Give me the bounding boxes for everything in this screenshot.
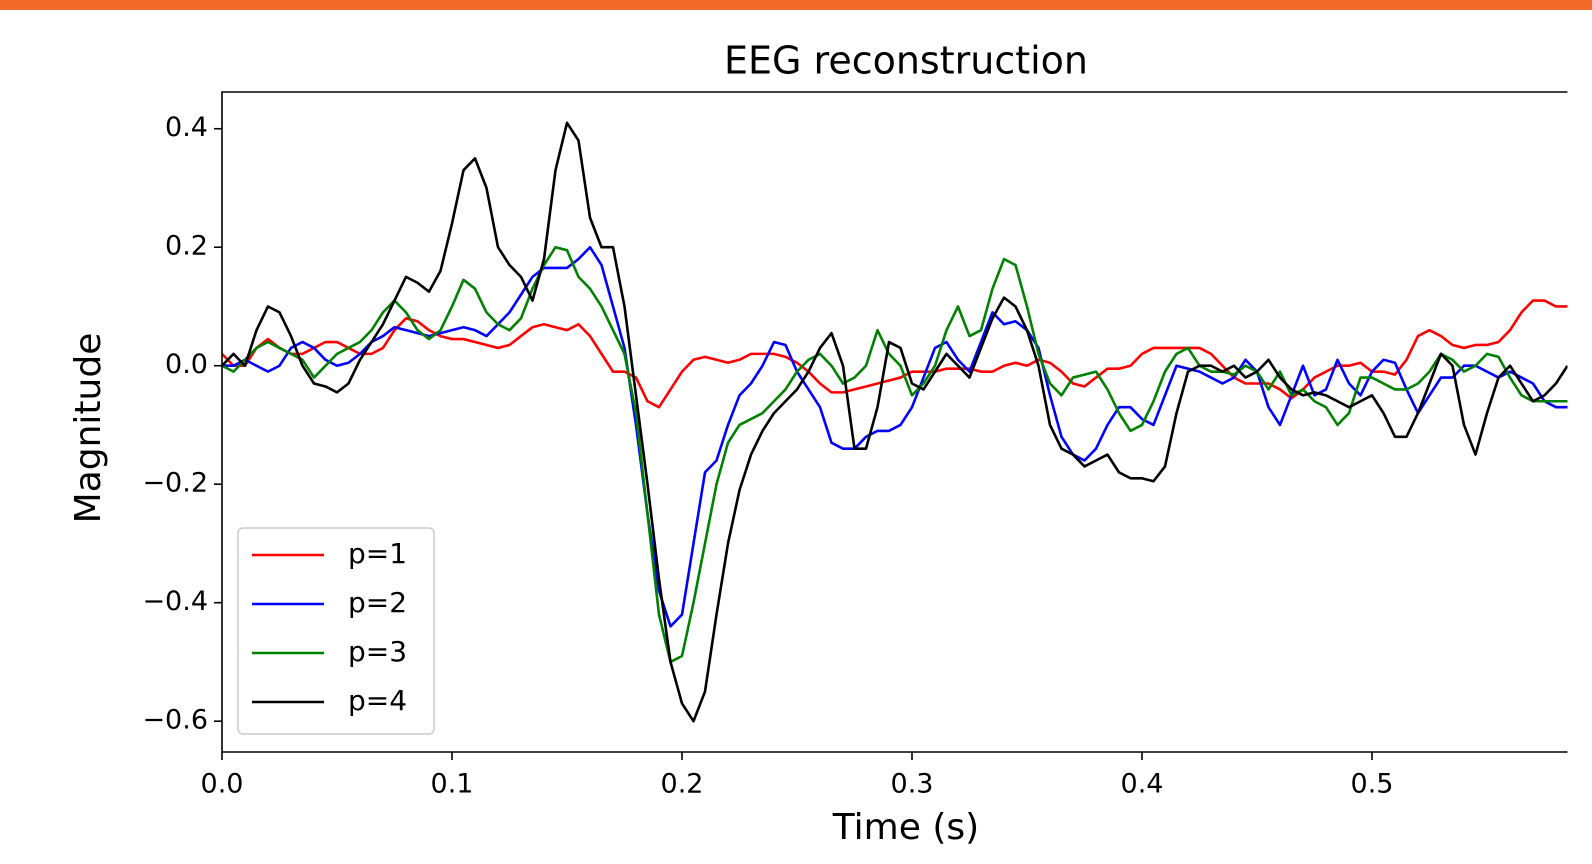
y-tick-label: 0.2 <box>165 231 208 262</box>
x-tick-label: 0.1 <box>431 769 474 800</box>
x-tick-label: 0.4 <box>1121 769 1164 800</box>
x-tick-label: 0.5 <box>1351 769 1394 800</box>
line <box>222 121 1568 723</box>
y-tick-label: −0.6 <box>142 705 208 736</box>
y-axis-label: Magnitude <box>68 333 109 524</box>
y-tick-label: 0.4 <box>165 112 208 143</box>
legend-box <box>237 527 435 735</box>
legend-label: p=1 <box>348 537 407 570</box>
line <box>222 299 1568 409</box>
legend-label: p=3 <box>348 635 407 668</box>
x-axis-label: Time (s) <box>832 807 979 848</box>
y-tick-label: −0.4 <box>142 586 208 617</box>
x-tick-label: 0.2 <box>661 769 704 800</box>
x-tick-label: 0.3 <box>891 769 934 800</box>
top-bar <box>0 0 1592 10</box>
line <box>222 245 1568 628</box>
legend-label: p=4 <box>348 684 407 717</box>
y-tick-label: −0.2 <box>142 468 208 499</box>
legend-label: p=2 <box>348 586 407 619</box>
y-tick-label: 0.0 <box>165 349 208 380</box>
plot-frame <box>221 91 1568 753</box>
x-tick-label: 0.0 <box>201 769 244 800</box>
chart-title: EEG reconstruction <box>724 39 1088 83</box>
line <box>222 245 1568 664</box>
